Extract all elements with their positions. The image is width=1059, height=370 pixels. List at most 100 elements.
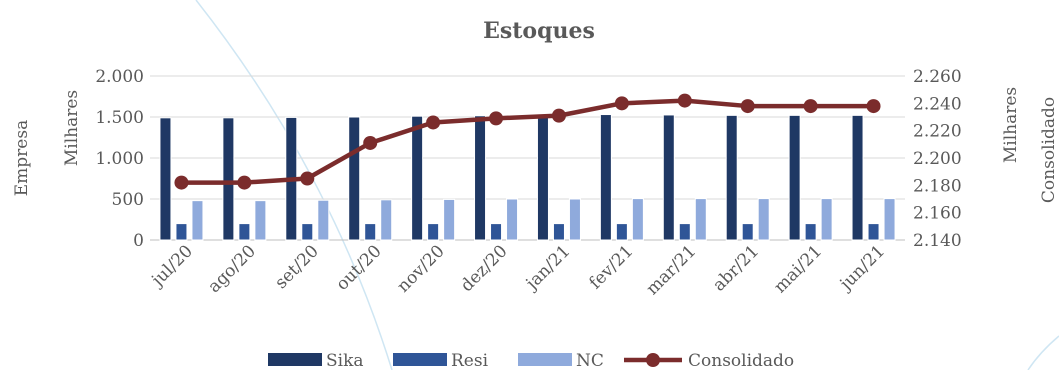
- point-consolidado: [803, 99, 818, 114]
- bar-resi: [427, 223, 440, 241]
- right-axis-title: Consolidado: [1039, 97, 1059, 203]
- bar-nc: [317, 199, 330, 241]
- bar-sika: [222, 117, 235, 241]
- legend-item-nc: NC: [518, 351, 604, 370]
- legend-swatch: [518, 353, 572, 366]
- right-tick-label: 2.140: [913, 231, 962, 251]
- bar-resi: [678, 223, 691, 241]
- bar-nc: [443, 198, 456, 241]
- legend-label: Consolidado: [688, 351, 794, 370]
- left-tick-label: 1.000: [95, 149, 144, 169]
- right-tick-label: 2.180: [913, 176, 962, 196]
- bar-sika: [725, 114, 738, 241]
- bar-nc: [694, 198, 707, 241]
- bar-resi: [741, 223, 754, 241]
- bar-sika: [411, 115, 424, 241]
- bar-nc: [254, 200, 267, 241]
- x-axis-ticks: jul/20 ago/20 set/20 out/20 nov/20 dez/20 jan/…: [147, 241, 889, 299]
- bar-resi: [552, 223, 565, 241]
- point-consolidado: [677, 93, 692, 108]
- bar-sika: [536, 114, 549, 241]
- bar-resi: [364, 223, 377, 241]
- point-consolidado: [237, 175, 252, 190]
- bar-sika: [788, 114, 801, 241]
- x-tick-label: set/20: [271, 241, 323, 293]
- x-tick-label: mai/21: [770, 241, 826, 297]
- legend-item-resi: Resi: [393, 351, 489, 370]
- bar-nc: [191, 200, 204, 241]
- bar-sika: [662, 114, 675, 241]
- bar-resi: [301, 223, 314, 241]
- x-tick-label: ago/20: [204, 241, 260, 297]
- bar-nc: [568, 198, 581, 241]
- bar-sika: [851, 114, 864, 241]
- bar-nc: [631, 198, 644, 241]
- legend-label: Sika: [326, 351, 364, 370]
- left-axis-title: Empresa: [12, 120, 32, 196]
- left-tick-label: 0: [133, 231, 144, 251]
- bar-resi: [238, 223, 251, 241]
- bar-series-resi: [175, 223, 880, 241]
- left-tick-label: 500: [112, 190, 144, 210]
- bar-resi: [867, 223, 880, 241]
- point-consolidado: [300, 171, 315, 186]
- point-consolidado: [866, 99, 881, 114]
- legend-item-consolidado: Consolidado: [624, 351, 794, 370]
- line-consolidado: [181, 98, 874, 185]
- bar-nc: [820, 198, 833, 241]
- bar-nc: [883, 198, 896, 241]
- left-tick-label: 2.000: [95, 67, 144, 87]
- point-consolidado: [174, 175, 189, 190]
- x-tick-label: out/20: [332, 241, 385, 294]
- bar-resi: [175, 223, 188, 241]
- left-axis-unit-label: Milhares: [62, 90, 82, 166]
- legend-marker: [646, 353, 660, 367]
- bar-series-nc: [191, 198, 896, 241]
- x-tick-label: mar/21: [643, 241, 701, 299]
- bar-resi: [615, 223, 628, 241]
- x-tick-label: jun/21: [835, 241, 889, 295]
- point-consolidado: [426, 115, 441, 130]
- point-consolidado: [489, 111, 504, 126]
- consolidado-line: [174, 93, 881, 190]
- legend: Sika Resi NC Consolidado: [268, 351, 794, 370]
- point-consolidado: [614, 96, 629, 111]
- x-tick-label: jan/21: [521, 241, 575, 295]
- bar-nc: [506, 198, 519, 241]
- decor-arc-right: [1027, 335, 1059, 370]
- point-consolidado: [740, 99, 755, 114]
- left-tick-label: 1.500: [95, 108, 144, 128]
- x-tick-label: dez/20: [457, 241, 512, 296]
- x-tick-label: nov/20: [393, 241, 448, 296]
- legend-swatch: [393, 353, 447, 366]
- point-consolidado: [551, 108, 566, 123]
- bar-nc: [757, 198, 770, 241]
- x-tick-label: fev/21: [586, 241, 638, 293]
- bar-nc: [380, 199, 393, 241]
- right-tick-label: 2.160: [913, 204, 962, 224]
- left-axis-ticks: 0 500 1.000 1.500 2.000: [95, 67, 144, 251]
- legend-item-sika: Sika: [268, 351, 364, 370]
- legend-label: NC: [576, 351, 604, 370]
- right-axis-ticks: 2.140 2.160 2.180 2.200 2.220 2.240 2.260: [913, 67, 962, 251]
- bar-resi: [804, 223, 817, 241]
- point-consolidado: [363, 135, 378, 150]
- right-axis-unit-label: Milhares: [1001, 87, 1021, 163]
- bar-sika: [159, 117, 172, 241]
- bar-resi: [490, 223, 503, 241]
- chart-title: Estoques: [483, 18, 595, 44]
- right-tick-label: 2.200: [913, 149, 962, 169]
- right-tick-label: 2.260: [913, 67, 962, 87]
- bar-sika: [599, 114, 612, 241]
- x-tick-label: abr/21: [709, 241, 763, 295]
- right-tick-label: 2.240: [913, 94, 962, 114]
- bar-sika: [348, 116, 361, 241]
- right-tick-label: 2.220: [913, 122, 962, 142]
- legend-swatch: [268, 353, 322, 366]
- legend-label: Resi: [451, 351, 489, 370]
- bars: [159, 114, 896, 241]
- bar-sika: [474, 115, 487, 241]
- x-tick-label: jul/20: [147, 241, 197, 291]
